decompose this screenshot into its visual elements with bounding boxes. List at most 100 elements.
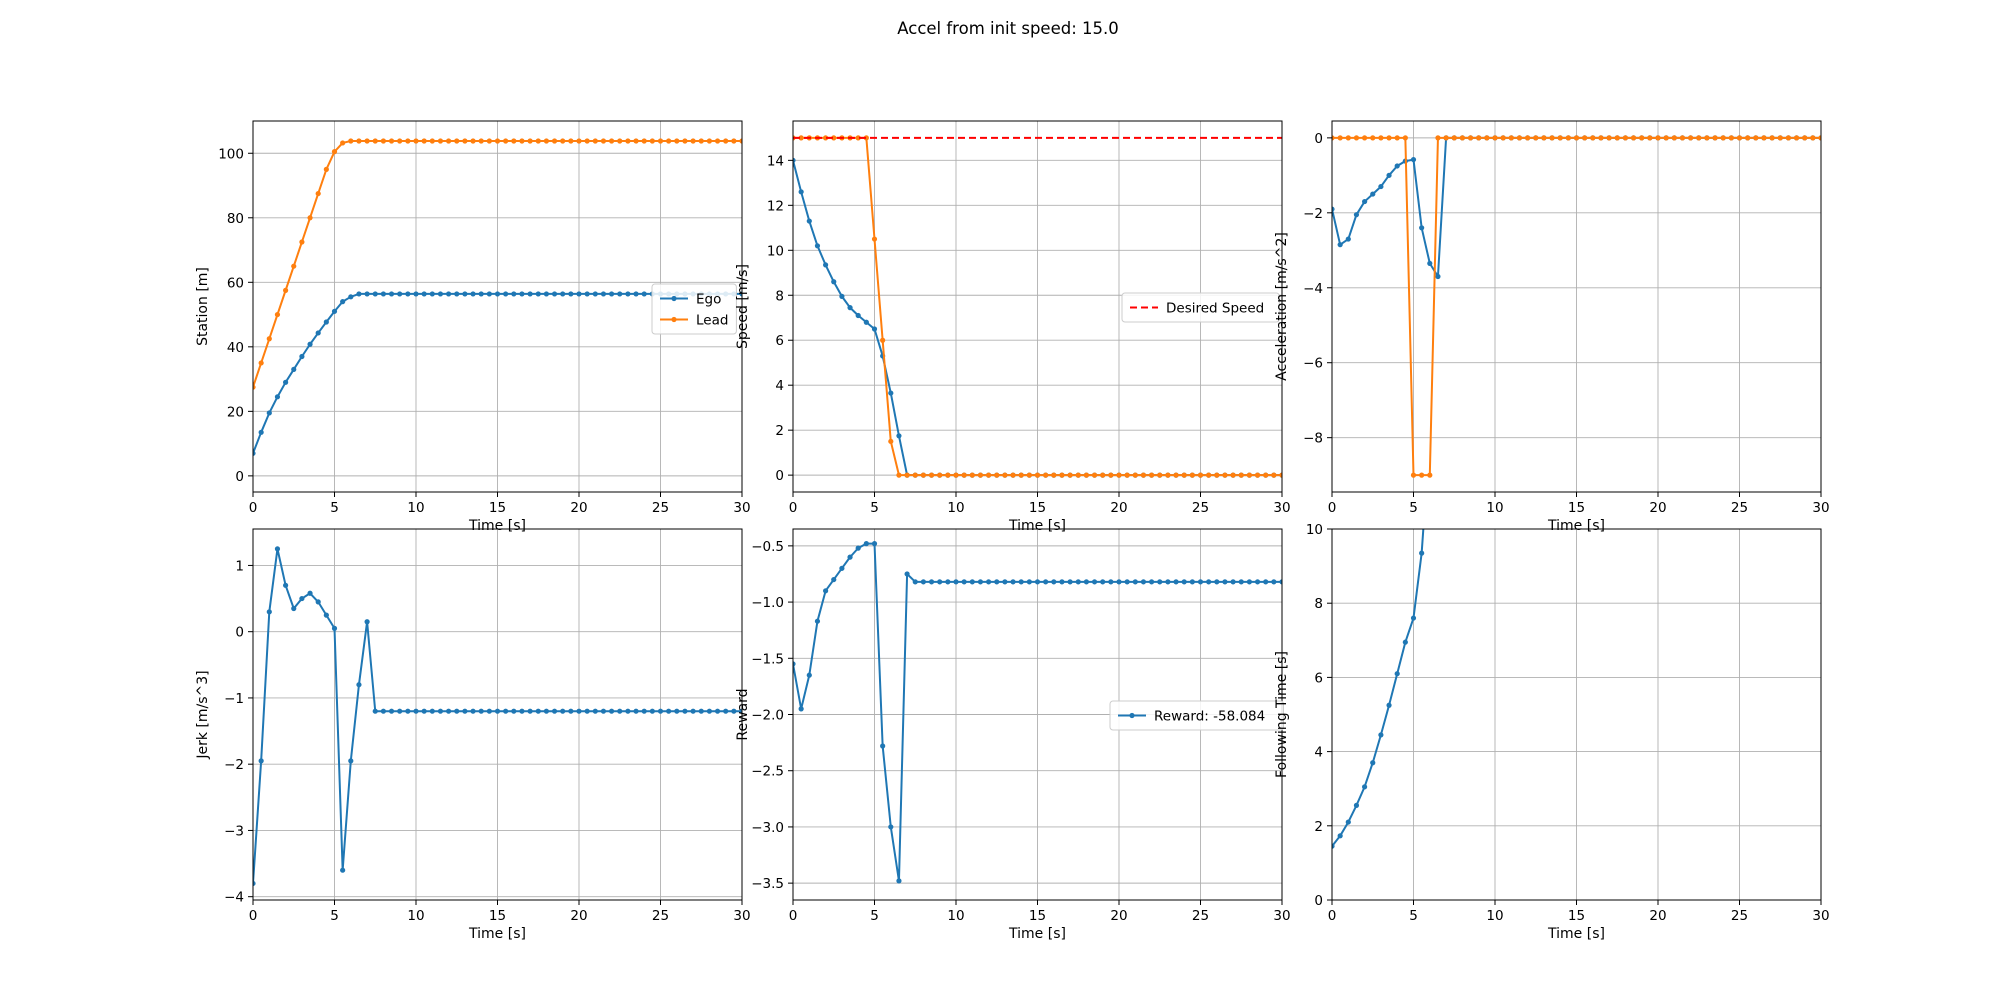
x-tick-label: 0 bbox=[789, 908, 798, 924]
data-point bbox=[793, 157, 796, 163]
data-point bbox=[568, 291, 574, 297]
data-point bbox=[413, 291, 419, 297]
data-point bbox=[1769, 135, 1775, 141]
y-tick-label: 2 bbox=[1314, 819, 1323, 835]
data-point bbox=[1271, 472, 1277, 478]
data-point bbox=[494, 138, 501, 144]
data-point bbox=[1736, 135, 1743, 141]
data-point bbox=[291, 366, 297, 373]
data-point bbox=[258, 429, 264, 435]
grid-jerk bbox=[252, 529, 743, 900]
y-tick-label: 10 bbox=[767, 243, 784, 259]
data-point bbox=[1214, 579, 1220, 585]
data-point bbox=[823, 135, 829, 141]
data-point bbox=[961, 579, 967, 585]
x-tick-label: 10 bbox=[947, 908, 964, 924]
data-point bbox=[1362, 784, 1368, 790]
data-point bbox=[928, 472, 935, 478]
y-tick-label: 80 bbox=[227, 211, 244, 227]
data-point bbox=[1116, 472, 1122, 478]
data-point bbox=[364, 619, 370, 625]
data-point bbox=[535, 291, 541, 297]
legend-reward: Reward: -58.084 bbox=[1109, 700, 1284, 731]
data-point bbox=[421, 708, 427, 714]
data-point bbox=[470, 291, 476, 297]
data-point bbox=[617, 708, 623, 714]
data-point bbox=[429, 708, 435, 714]
x-tick-label: 10 bbox=[1486, 500, 1503, 516]
data-point bbox=[953, 579, 959, 585]
data-point bbox=[551, 138, 558, 144]
y-tick-label: −0.5 bbox=[751, 539, 784, 555]
data-point bbox=[1435, 273, 1441, 280]
data-point bbox=[823, 262, 829, 268]
data-point bbox=[871, 541, 878, 547]
y-tick-label: −3.5 bbox=[751, 876, 784, 892]
data-point bbox=[969, 579, 975, 585]
legend-entry-label: Lead bbox=[696, 313, 728, 329]
x-axis-label: Time [s] bbox=[1547, 926, 1605, 942]
data-point bbox=[945, 579, 951, 585]
x-tick-label: 0 bbox=[1328, 908, 1337, 924]
x-axis-label: Time [s] bbox=[468, 926, 526, 942]
series-group-jerk bbox=[253, 546, 742, 887]
data-point bbox=[253, 450, 256, 456]
subplot-acceleration: 0 5 10 15 20 25 30 0 −2 −4 −6 −8 Time [s] Acceleratio… bbox=[1274, 120, 1830, 534]
x-tick-label: 30 bbox=[1273, 908, 1290, 924]
data-point bbox=[855, 312, 861, 319]
data-point bbox=[323, 166, 329, 172]
data-point bbox=[1026, 579, 1032, 585]
data-point bbox=[600, 138, 607, 144]
data-point bbox=[348, 294, 354, 300]
data-point bbox=[1476, 135, 1482, 141]
data-point bbox=[274, 311, 281, 318]
data-point bbox=[937, 579, 943, 585]
data-point bbox=[348, 138, 354, 144]
data-point bbox=[1370, 191, 1376, 197]
data-point bbox=[609, 138, 615, 144]
x-tick-label: 25 bbox=[652, 500, 669, 516]
data-point bbox=[291, 605, 297, 612]
data-point bbox=[291, 263, 297, 269]
data-point bbox=[657, 708, 664, 714]
data-point bbox=[1279, 579, 1282, 585]
data-point bbox=[364, 291, 370, 297]
data-point bbox=[266, 410, 272, 416]
data-point bbox=[1173, 472, 1179, 478]
legend-speed: Desired Speed bbox=[1121, 292, 1280, 323]
y-tick-label: −1.0 bbox=[751, 595, 784, 611]
data-point bbox=[454, 138, 460, 144]
data-point bbox=[1254, 472, 1261, 478]
data-point bbox=[1337, 242, 1343, 248]
x-tick-label: 5 bbox=[330, 500, 339, 516]
y-tick-label: 0 bbox=[1314, 893, 1323, 909]
data-point bbox=[1271, 579, 1277, 585]
data-point bbox=[1565, 135, 1571, 141]
data-point bbox=[649, 708, 655, 714]
series-line-following-time-0 bbox=[1332, 529, 1425, 847]
data-point bbox=[1818, 135, 1821, 141]
data-point bbox=[323, 612, 329, 618]
data-point bbox=[1720, 135, 1726, 141]
y-axis-label: Following Time [s] bbox=[1274, 651, 1290, 778]
data-point bbox=[847, 305, 853, 311]
legend-marker bbox=[671, 316, 677, 323]
data-point bbox=[977, 579, 984, 585]
data-point bbox=[690, 138, 696, 144]
data-point bbox=[1222, 579, 1228, 585]
data-point bbox=[1541, 135, 1547, 141]
data-point bbox=[511, 291, 517, 297]
data-point bbox=[1246, 579, 1252, 585]
data-point bbox=[888, 390, 894, 396]
data-point bbox=[1230, 579, 1236, 585]
data-point bbox=[714, 708, 721, 714]
data-point bbox=[592, 291, 598, 297]
x-tick-label: 15 bbox=[1568, 500, 1585, 516]
y-tick-label: 10 bbox=[1306, 522, 1323, 538]
x-tick-label: 10 bbox=[1486, 908, 1503, 924]
data-point bbox=[576, 708, 582, 714]
data-point bbox=[706, 708, 713, 714]
data-point bbox=[912, 472, 918, 478]
data-point bbox=[1108, 472, 1114, 478]
